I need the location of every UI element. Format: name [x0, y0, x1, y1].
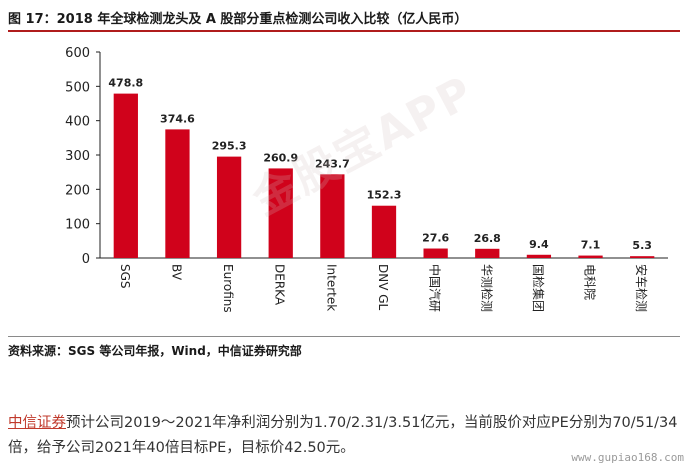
y-tick-label: 100 [65, 218, 90, 233]
y-tick-label: 300 [65, 149, 90, 164]
revenue-bar-chart: 0 100 200 300 400 500 600 478.8 SGS 374.6 BV 295.3 E… [65, 46, 668, 313]
chart-area: 0 100 200 300 400 500 600 478.8 SGS 374.6 BV 295.3 E… [0, 34, 690, 334]
category-label: 电科院 [583, 264, 597, 300]
y-tick-label: 500 [65, 80, 90, 95]
analysis-paragraph: 中信证券预计公司2019～2021年净利润分别为1.70/2.31/3.51亿元… [8, 411, 684, 461]
source-note: 资料来源：SGS 等公司年报，Wind，中信证券研究部 [8, 344, 302, 358]
data-label: 5.3 [632, 239, 652, 252]
source-divider [8, 336, 680, 337]
data-label: 7.1 [581, 239, 601, 252]
title-divider [8, 30, 680, 32]
figure-title: 图 17：2018 年全球检测龙头及 A 股部分重点检测公司收入比较（亿人民币） [8, 12, 468, 27]
category-label: 华测检测 [479, 264, 494, 312]
data-label: 478.8 [108, 77, 143, 90]
bar [320, 174, 345, 258]
bar [268, 168, 293, 258]
y-tick-label: 200 [65, 183, 90, 198]
category-label: SGS [118, 264, 132, 289]
category-label: 中国汽研 [428, 264, 443, 312]
category-label: Eurofins [221, 264, 235, 313]
data-label: 260.9 [263, 151, 298, 164]
bar [630, 256, 655, 258]
bar [578, 255, 603, 258]
category-label: 国检集团 [531, 264, 546, 312]
category-label: 安车检测 [634, 264, 649, 312]
bar [423, 248, 448, 258]
category-label: DERKA [273, 264, 287, 306]
bar [526, 254, 552, 258]
bar [371, 205, 397, 258]
data-label: 26.8 [474, 232, 501, 245]
data-label: 243.7 [315, 157, 350, 170]
bar [475, 248, 500, 258]
bar [113, 93, 138, 258]
bar [165, 129, 190, 258]
data-label: 152.3 [367, 189, 402, 202]
y-tick-label: 600 [65, 46, 90, 61]
data-label: 295.3 [212, 140, 247, 153]
bar [216, 156, 242, 258]
data-label: 374.6 [160, 112, 195, 125]
category-label: BV [169, 264, 183, 281]
broker-link[interactable]: 中信证券 [8, 415, 66, 431]
category-label: Intertek [324, 264, 338, 311]
paragraph-body: 预计公司2019～2021年净利润分别为1.70/2.31/3.51亿元，当前股… [8, 415, 678, 456]
site-watermark: www.gupiao168.com [571, 451, 684, 464]
y-tick-label: 0 [82, 252, 90, 267]
data-label: 27.6 [422, 232, 449, 245]
y-tick-label: 400 [65, 115, 90, 130]
data-label: 9.4 [529, 238, 549, 251]
category-label: DNV GL [376, 264, 390, 311]
